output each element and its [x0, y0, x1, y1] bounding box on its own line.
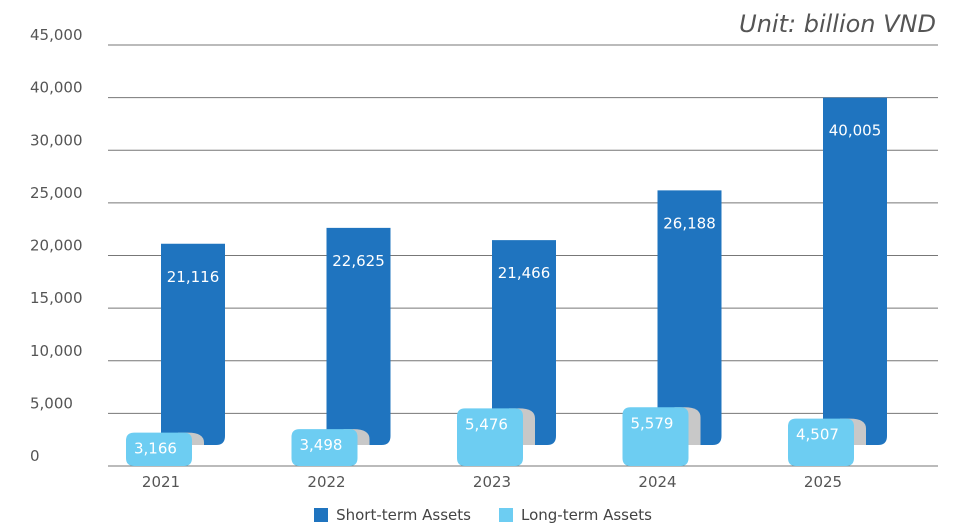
short-term-value-label: 21,466 — [498, 264, 551, 282]
unit-label: Unit: billion VND — [739, 10, 936, 38]
short-term-bar — [657, 190, 722, 445]
y-tick-label: 5,000 — [30, 394, 73, 412]
legend-item-short-term: Short-term Assets — [314, 506, 471, 524]
y-tick-label: 45,000 — [30, 26, 83, 44]
long-term-value-label: 4,507 — [796, 426, 839, 444]
short-term-value-label: 21,116 — [167, 268, 220, 286]
long-term-bar — [457, 408, 523, 466]
short-term-value-label: 22,625 — [332, 252, 385, 270]
short-term-bar — [161, 243, 225, 445]
short-term-value-label: 26,188 — [663, 214, 716, 232]
x-tick-label: 2022 — [307, 473, 345, 491]
long-term-bar — [126, 432, 192, 466]
legend: Short-term Assets Long-term Assets — [0, 506, 966, 524]
long-term-value-label: 3,498 — [300, 436, 343, 454]
legend-swatch-short-term — [314, 508, 329, 522]
long-term-value-label: 5,579 — [631, 414, 674, 432]
long-term-value-label: 5,476 — [465, 415, 508, 433]
x-tick-label: 2021 — [142, 473, 180, 491]
legend-swatch-long-term — [498, 508, 513, 522]
long-term-bar — [291, 429, 358, 466]
x-tick-label: 2025 — [804, 473, 842, 491]
legend-label-long-term: Long-term Assets — [520, 506, 652, 524]
y-tick-label: 40,000 — [30, 79, 83, 97]
y-tick-label: 15,000 — [30, 289, 83, 307]
long-term-bar — [788, 418, 854, 466]
legend-item-long-term: Long-term Assets — [498, 506, 652, 524]
y-tick-label: 10,000 — [30, 342, 83, 360]
y-tick-label: 0 — [30, 447, 40, 465]
long-term-bar — [622, 407, 689, 466]
legend-label-short-term: Short-term Assets — [336, 506, 471, 524]
short-term-bar — [492, 240, 556, 445]
short-term-value-label: 40,005 — [829, 122, 882, 140]
y-tick-label: 30,000 — [30, 131, 83, 149]
short-term-bar — [326, 227, 391, 445]
y-tick-label: 25,000 — [30, 184, 83, 202]
long-term-value-label: 3,166 — [134, 440, 177, 458]
x-tick-label: 2024 — [638, 473, 676, 491]
y-tick-label: 20,000 — [30, 237, 83, 255]
short-term-bar — [823, 97, 887, 445]
x-tick-label: 2023 — [473, 473, 511, 491]
